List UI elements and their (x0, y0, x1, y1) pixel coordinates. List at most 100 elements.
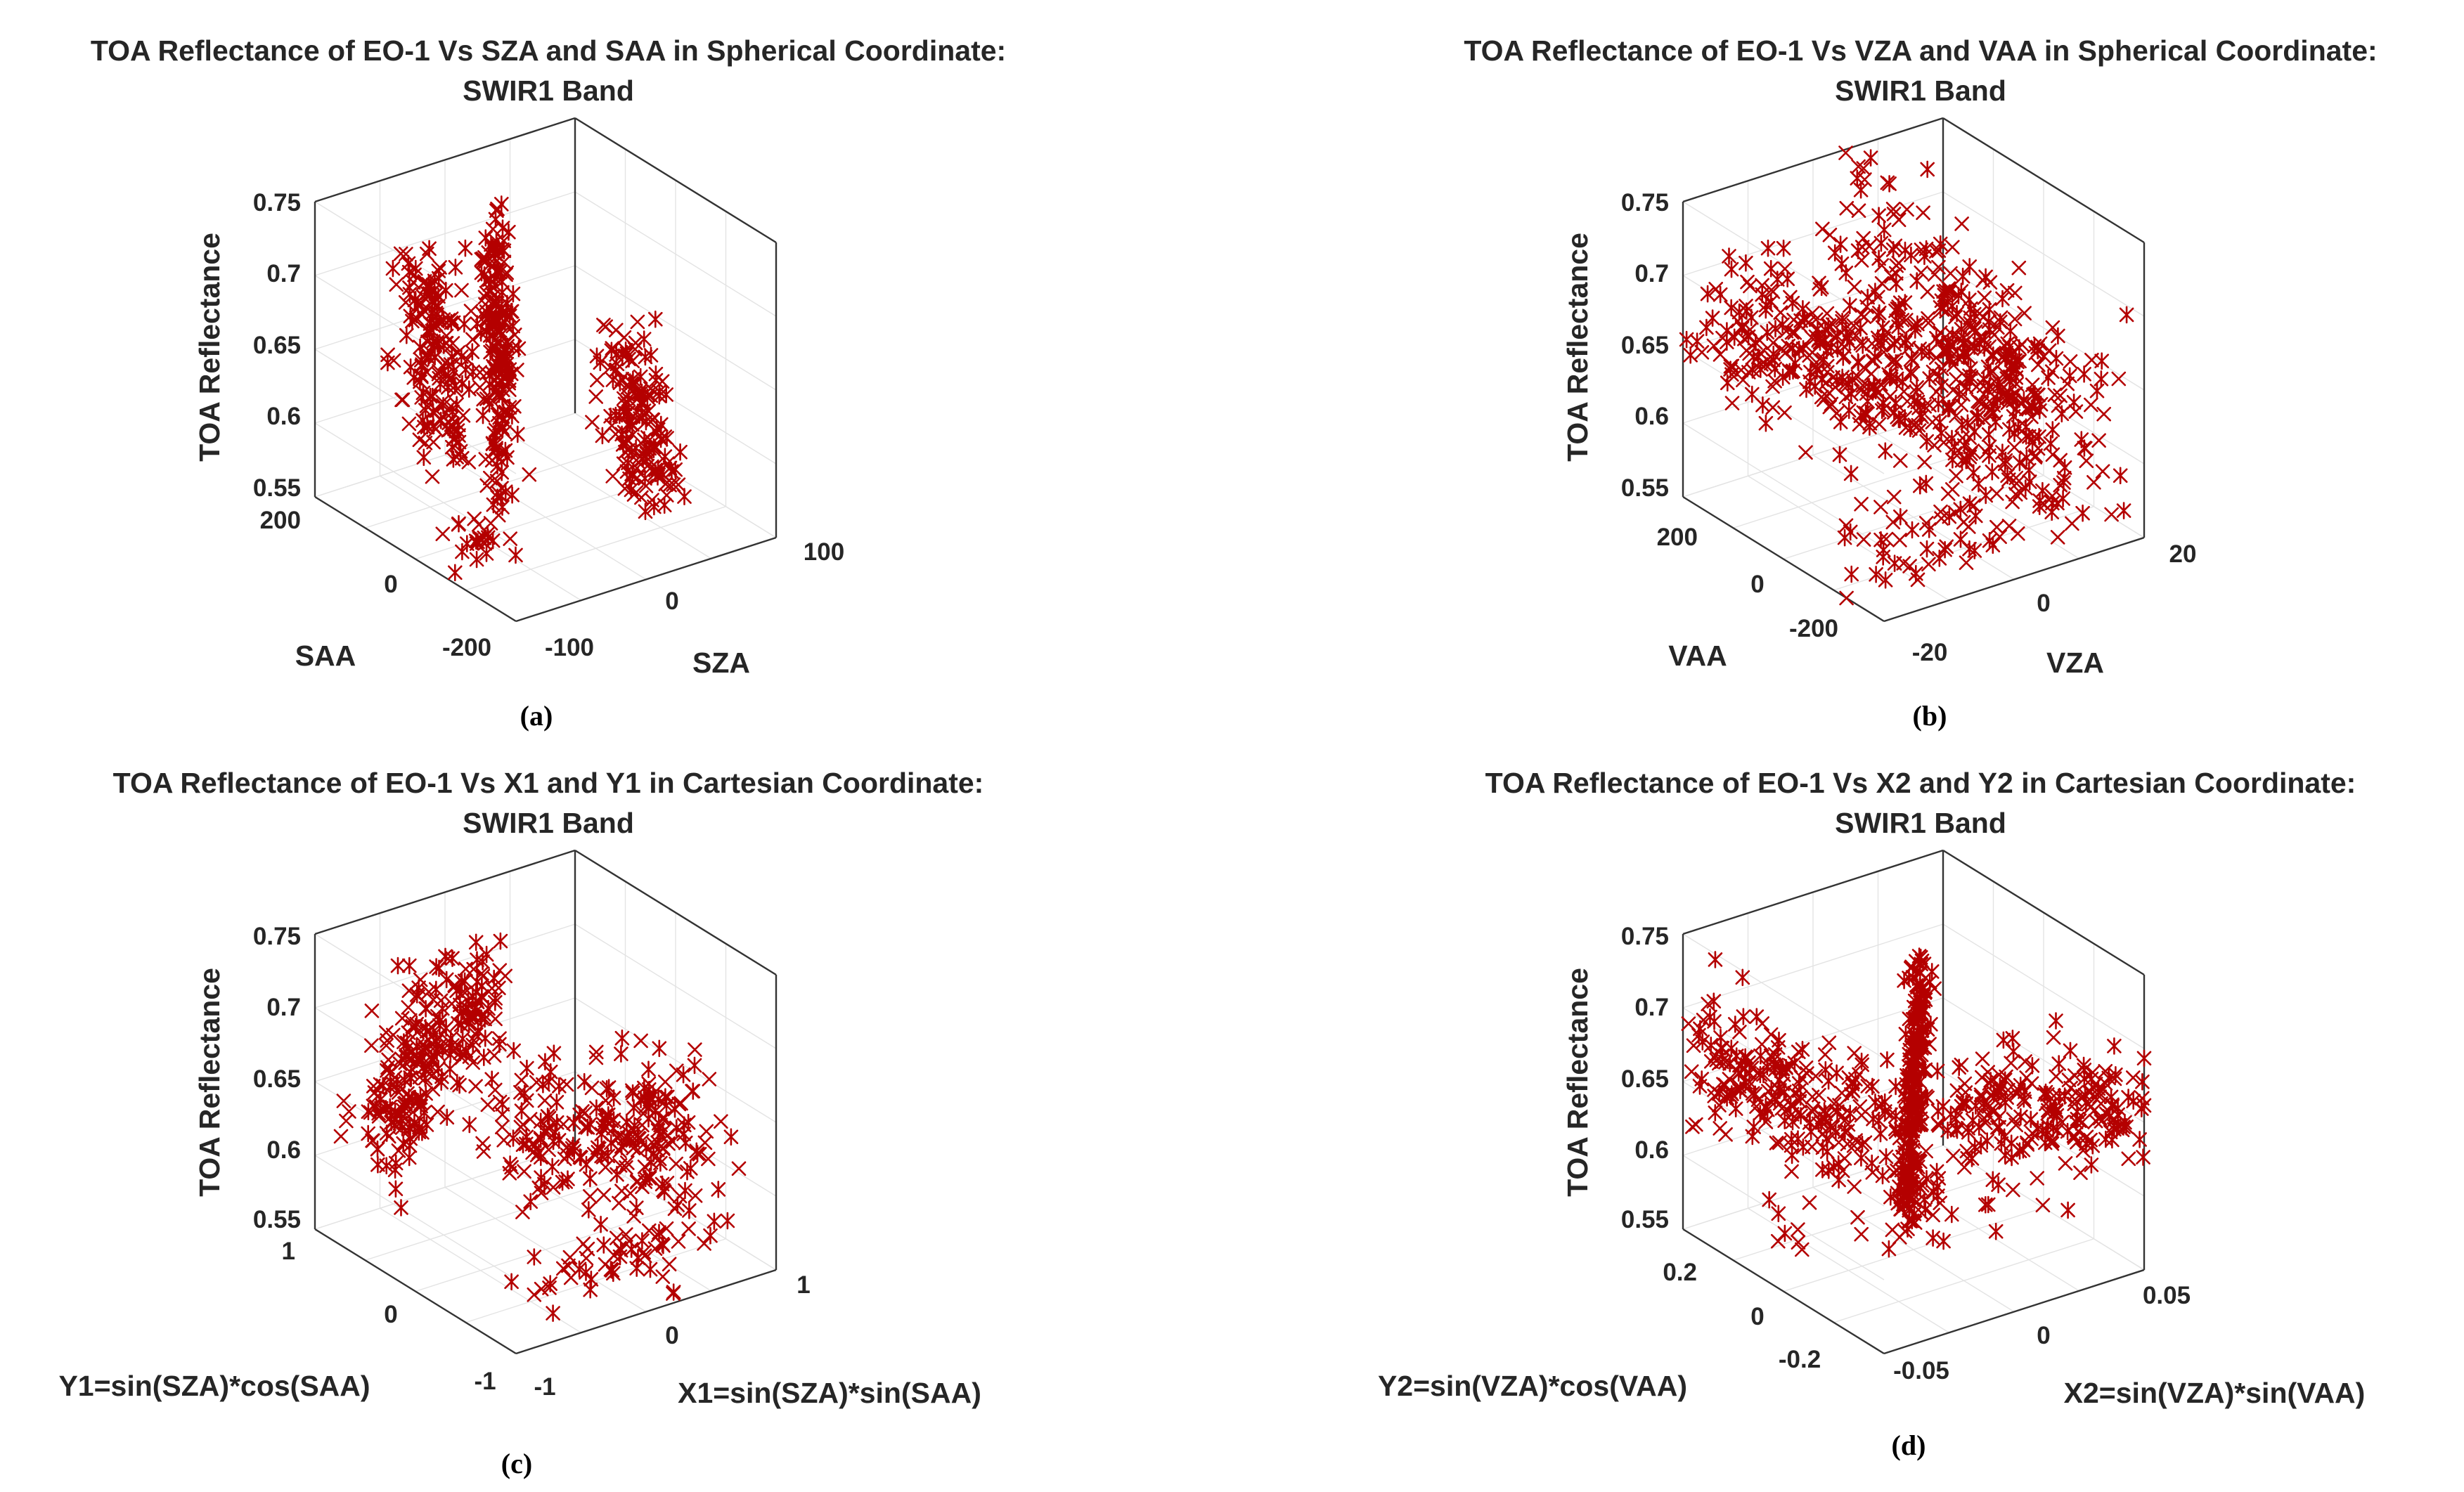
axis-edge-x (1883, 536, 2145, 623)
chart-a-ylabel: SAA (295, 640, 356, 672)
chart-b-xlabel: VZA (2046, 647, 2104, 679)
panel-label-c: (c) (501, 1448, 532, 1479)
chart-d-points (1681, 947, 2152, 1258)
chart-b-ytick-0: 0 (1750, 571, 1764, 598)
chart-d-title: TOA Reflectance of EO-1 Vs X2 and Y2 in … (1485, 767, 2356, 799)
chart-a-points (380, 195, 692, 582)
chart-a-ztick-065: 0.65 (253, 332, 301, 359)
grid-line (510, 434, 711, 559)
chart-d-ytick-0: 0 (1750, 1303, 1764, 1330)
chart-a-ytick-200: 200 (260, 507, 301, 534)
axis-edge-top-right (574, 117, 777, 244)
axis-edge-top-left (314, 849, 576, 935)
grid-line (1942, 1145, 2145, 1271)
grid-line (415, 1207, 676, 1292)
grid-line (1682, 933, 1885, 1059)
grid-line (1878, 434, 2079, 559)
chart-b-ztick-06: 0.6 (1634, 403, 1669, 430)
chart-c-ytick-neg1: -1 (474, 1368, 496, 1395)
chart-d-ylabel: Y2=sin(VZA)*cos(VAA) (1378, 1370, 1687, 1402)
grid-line (365, 1176, 626, 1261)
grid-line (365, 443, 626, 528)
chart-c-title: TOA Reflectance of EO-1 Vs X1 and Y1 in … (113, 767, 984, 799)
chart-b-points (1679, 145, 2134, 606)
chart-a-ztick-07: 0.7 (266, 260, 301, 287)
chart-a-ztick-06: 0.6 (266, 403, 301, 430)
chart-b-ztick-065: 0.65 (1621, 332, 1669, 359)
chart-d-zlabel: TOA Reflectance (1561, 968, 1594, 1197)
grid-line (1733, 1176, 1994, 1261)
chart-b-ytick-200: 200 (1657, 524, 1698, 551)
chart-c-zlabel: TOA Reflectance (193, 968, 226, 1197)
axis-edge-y (314, 1228, 517, 1355)
chart-d-ytick-neg02: -0.2 (1779, 1346, 1821, 1373)
chart-d-xlabel: X2=sin(VZA)*sin(VAA) (2064, 1377, 2366, 1409)
chart-c-ytick-1: 1 (282, 1238, 295, 1265)
chart-a: TOA Reflectance of EO-1 Vs SZA and SAA i… (91, 34, 1006, 732)
chart-c-subtitle: SWIR1 Band (463, 807, 634, 839)
grid-line (415, 474, 676, 560)
chart-a-ztick-075: 0.75 (253, 189, 301, 216)
panel-label-d: (d) (1892, 1429, 1926, 1461)
axis-edge-top-right (1942, 849, 2145, 976)
chart-b-xtick-neg20: -20 (1912, 639, 1948, 666)
chart-c-xtick-neg1: -1 (534, 1373, 555, 1401)
chart-c-points (333, 932, 747, 1322)
chart-d-ztick-055: 0.55 (1621, 1206, 1669, 1233)
axis-edge-x (515, 536, 777, 623)
panel-label-b: (b) (1913, 700, 1947, 732)
grid-line (314, 275, 517, 401)
chart-a-xlabel: SZA (692, 647, 750, 679)
chart-d-xtick-neg005: -0.05 (1893, 1357, 1949, 1384)
axis-edge-top-right (574, 849, 777, 976)
chart-b-ylabel: VAA (1668, 640, 1727, 672)
axis-edge-y (1682, 495, 1885, 623)
chart-c-ztick-075: 0.75 (253, 923, 301, 950)
axis-edge-y (1682, 1228, 1885, 1355)
grid-line (314, 413, 576, 498)
chart-c-ylabel: Y1=sin(SZA)*cos(SAA) (58, 1370, 370, 1402)
scatter-markers (333, 932, 747, 1322)
grid-line (1783, 474, 2044, 560)
chart-c-ytick-0: 0 (384, 1301, 397, 1328)
axis-edge-x (515, 1269, 777, 1355)
chart-a-ytick-0: 0 (384, 571, 397, 598)
chart-c-xtick-1: 1 (796, 1271, 810, 1299)
scatter-markers (1681, 947, 2152, 1258)
chart-d-ztick-065: 0.65 (1621, 1065, 1669, 1093)
chart-a-zlabel: TOA Reflectance (193, 233, 226, 462)
chart-a-xtick-100: 100 (804, 538, 844, 566)
chart-a-title: TOA Reflectance of EO-1 Vs SZA and SAA i… (91, 34, 1006, 67)
grid-line (314, 349, 517, 474)
chart-a-ztick-055: 0.55 (253, 474, 301, 502)
scatter-markers (380, 195, 692, 582)
chart-a-subtitle: SWIR1 Band (463, 74, 634, 107)
chart-c-axes (314, 849, 778, 1355)
chart-d-subtitle: SWIR1 Band (1835, 807, 2006, 839)
chart-c: TOA Reflectance of EO-1 Vs X1 and Y1 in … (58, 767, 983, 1479)
chart-b: TOA Reflectance of EO-1 Vs VZA and VAA i… (1464, 34, 2377, 732)
grid-line (1783, 1207, 2044, 1292)
axis-edge-top-right (1942, 117, 2145, 244)
chart-b-xtick-0: 0 (2037, 590, 2050, 617)
chart-d-ztick-06: 0.6 (1634, 1136, 1669, 1164)
chart-c-ztick-055: 0.55 (253, 1206, 301, 1233)
chart-d-xtick-005: 0.05 (2143, 1282, 2191, 1309)
chart-a-axes (314, 117, 778, 623)
scatter-markers (1679, 145, 2134, 606)
chart-d-ztick-07: 0.7 (1634, 994, 1669, 1021)
chart-d-ztick-075: 0.75 (1621, 923, 1669, 950)
axis-edge-top-left (314, 117, 576, 203)
chart-b-ztick-07: 0.7 (1634, 260, 1669, 287)
chart-b-ytick-neg200: -200 (1789, 615, 1838, 642)
axis-edge-x (1883, 1269, 2145, 1355)
chart-b-subtitle: SWIR1 Band (1835, 74, 2006, 107)
chart-c-xtick-0: 0 (665, 1322, 678, 1349)
chart-a-ytick-neg200: -200 (442, 634, 491, 661)
chart-d-ytick-02: 0.2 (1663, 1259, 1697, 1286)
chart-c-ztick-065: 0.65 (253, 1065, 301, 1093)
grid-line (314, 422, 517, 548)
chart-b-ztick-055: 0.55 (1621, 474, 1669, 502)
chart-b-title: TOA Reflectance of EO-1 Vs VZA and VAA i… (1464, 34, 2377, 67)
